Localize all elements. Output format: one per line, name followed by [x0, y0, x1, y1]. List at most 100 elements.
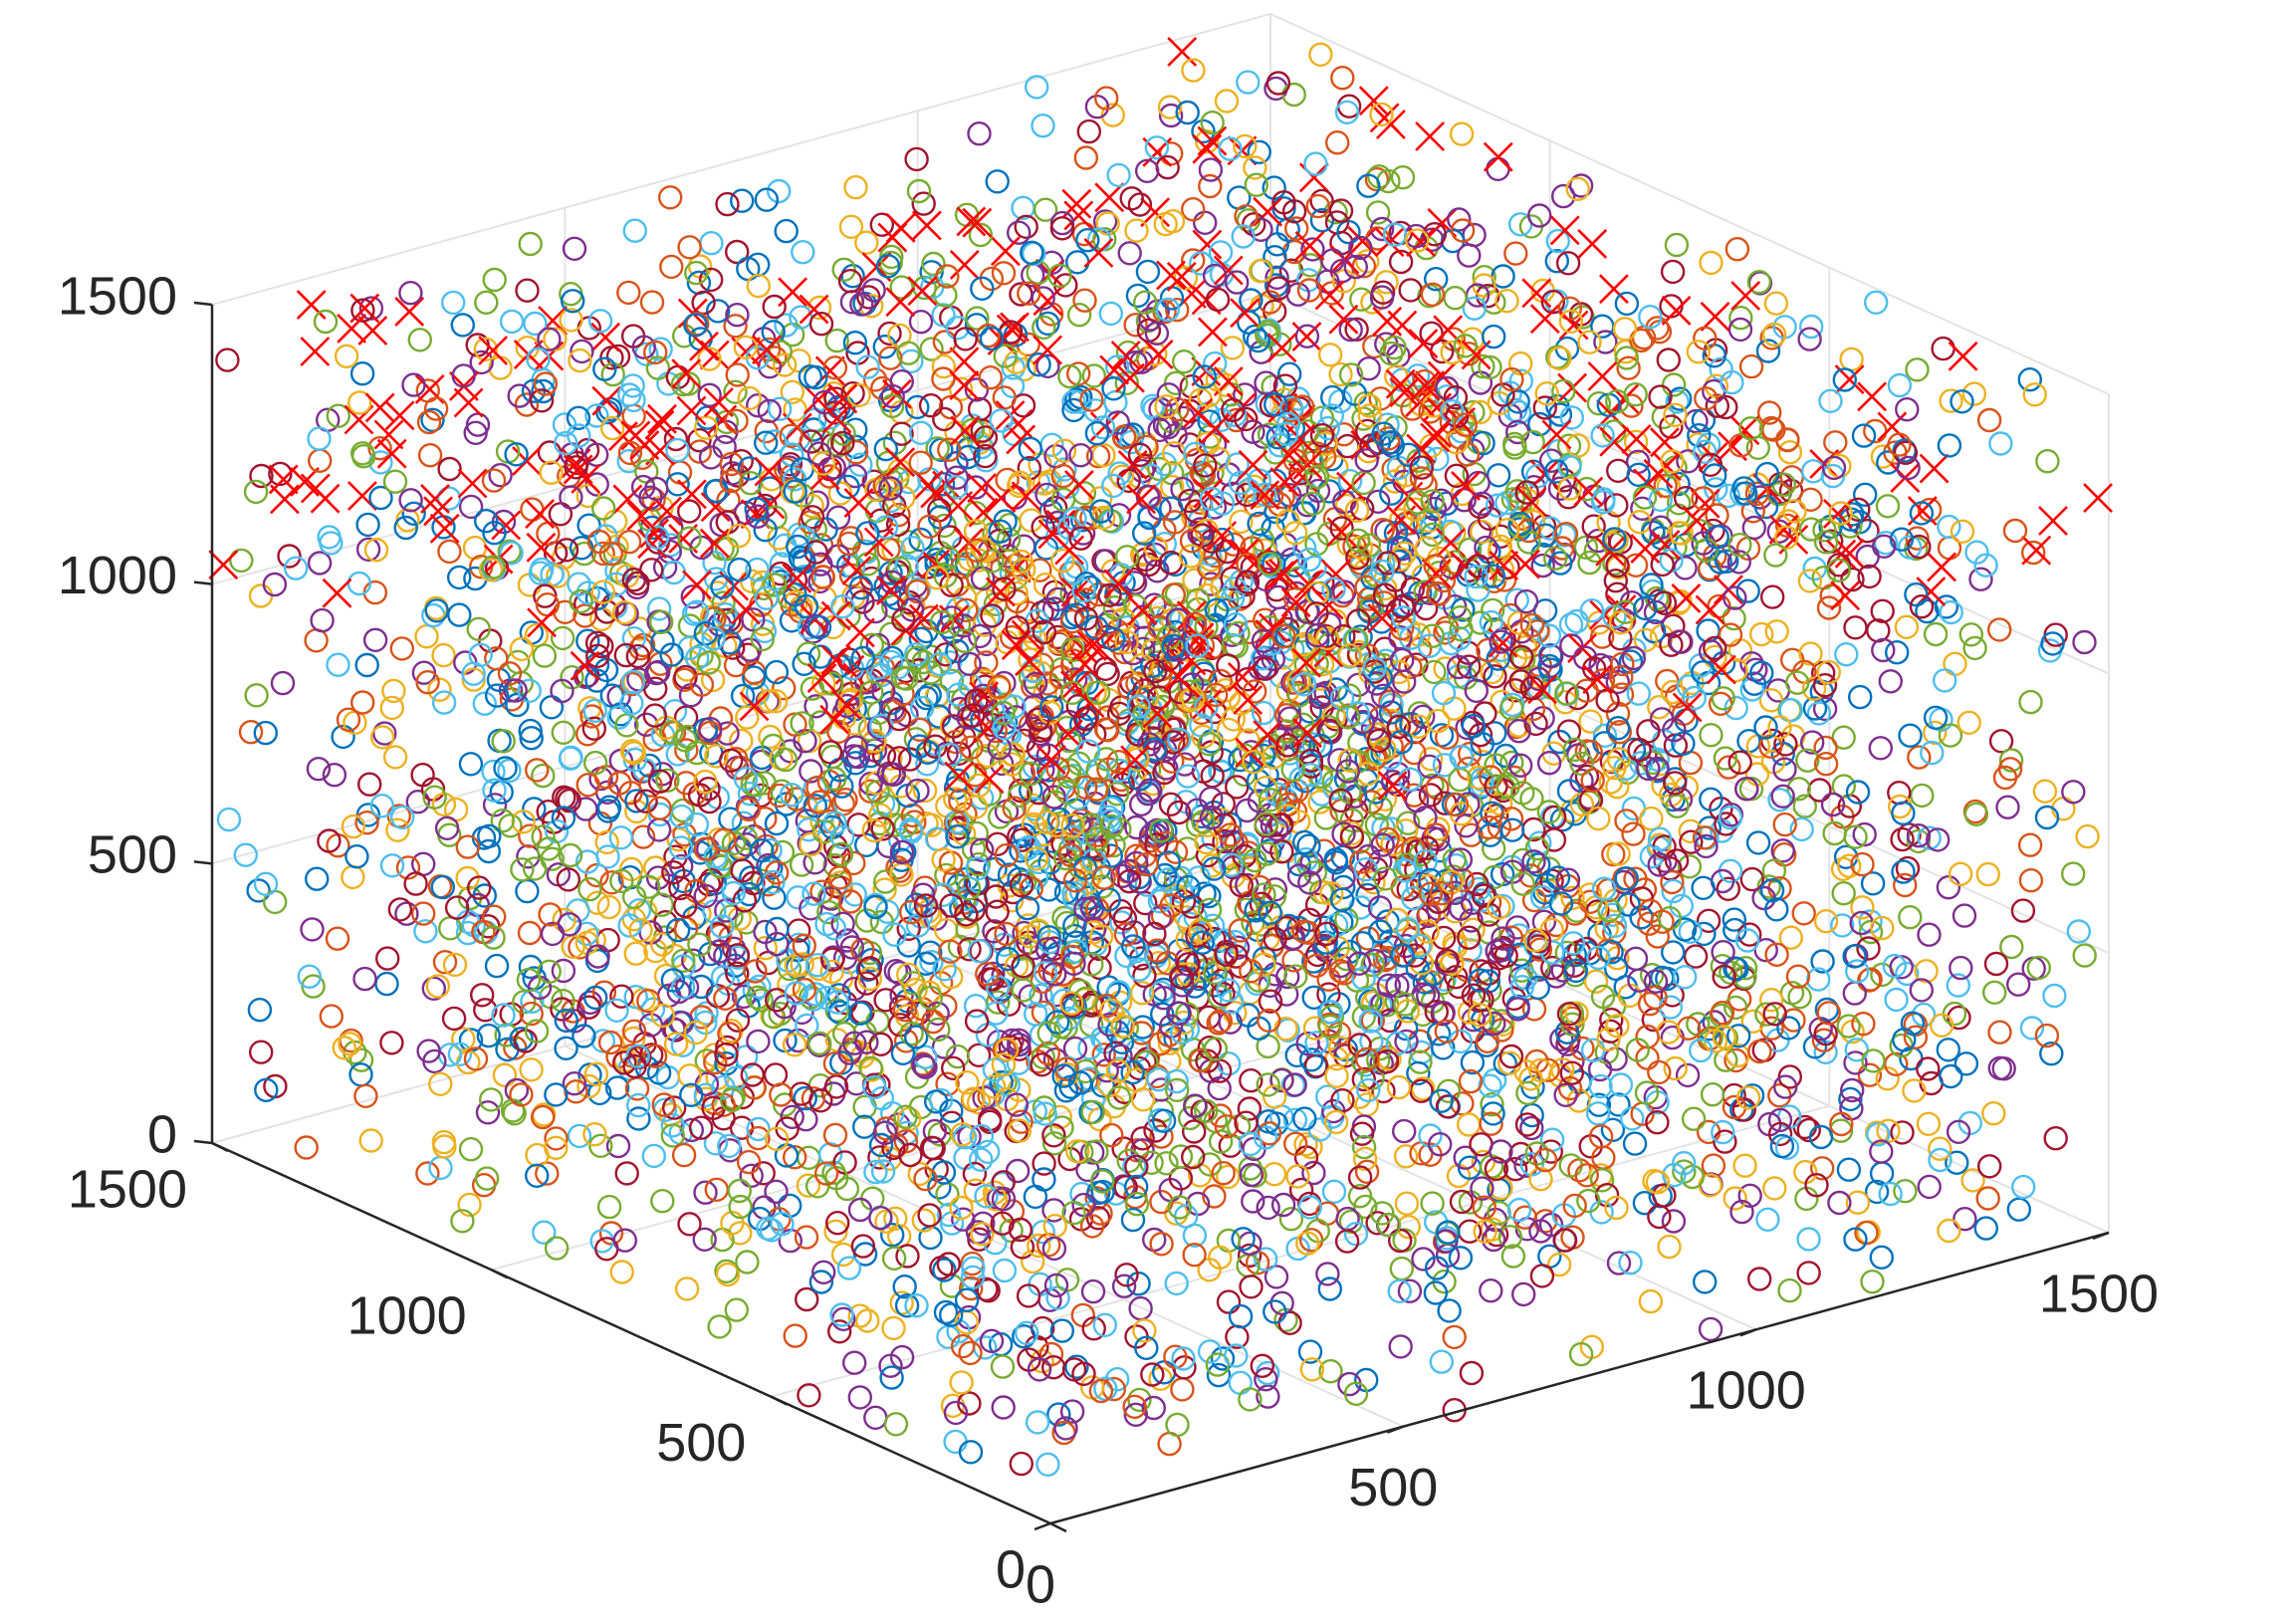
- circle-marker: [570, 339, 594, 364]
- circle-marker: [1660, 449, 1685, 474]
- circle-marker: [812, 389, 837, 415]
- circle-marker: [1296, 278, 1322, 303]
- circle-marker: [317, 828, 342, 853]
- circle-marker: [1863, 290, 1889, 315]
- circle-marker: [861, 278, 886, 303]
- circle-marker: [914, 951, 939, 976]
- circle-marker: [687, 783, 713, 808]
- circle-marker: [1391, 605, 1416, 630]
- circle-marker: [746, 1116, 771, 1142]
- circle-marker: [789, 852, 814, 877]
- circle-marker: [1309, 405, 1335, 430]
- cross-marker: [1389, 377, 1420, 408]
- cross-marker: [1103, 569, 1134, 599]
- circle-marker: [1259, 483, 1284, 509]
- circle-marker: [1905, 526, 1930, 551]
- circle-marker: [937, 437, 962, 462]
- circle-marker: [1154, 1151, 1179, 1176]
- circle-marker: [750, 570, 775, 595]
- circle-marker: [1282, 1107, 1308, 1133]
- circle-marker: [1681, 1106, 1707, 1131]
- circle-marker: [970, 276, 995, 301]
- circle-marker: [1916, 1111, 1942, 1137]
- circle-marker: [856, 285, 881, 310]
- circle-marker: [1263, 245, 1287, 270]
- circle-marker: [1869, 1139, 1894, 1164]
- circle-marker: [1558, 612, 1584, 637]
- circle-marker: [476, 1023, 501, 1048]
- circle-marker: [1443, 385, 1469, 410]
- circle-marker: [1271, 190, 1296, 215]
- circle-marker: [1643, 599, 1669, 625]
- circle-marker: [842, 331, 868, 355]
- circle-marker: [1566, 1088, 1592, 1113]
- circle-marker: [727, 1178, 752, 1204]
- circle-marker: [1792, 794, 1818, 818]
- cross-marker: [863, 527, 894, 558]
- circle-marker: [1590, 314, 1615, 339]
- circle-marker: [1082, 916, 1107, 941]
- circle-marker: [763, 573, 788, 597]
- circle-marker: [1627, 968, 1652, 993]
- circle-marker: [1203, 973, 1228, 998]
- circle-marker: [1589, 1168, 1615, 1193]
- circle-marker: [1604, 493, 1629, 518]
- circle-marker: [1470, 1176, 1494, 1201]
- circle-marker: [849, 292, 874, 317]
- circle-marker: [1665, 389, 1690, 414]
- circle-marker: [1128, 946, 1154, 971]
- circle-marker: [870, 816, 895, 841]
- circle-marker: [662, 1095, 687, 1120]
- cross-marker: [1099, 354, 1130, 385]
- circle-marker: [680, 584, 705, 609]
- circle-marker: [1591, 876, 1617, 901]
- circle-marker: [831, 257, 856, 282]
- circle-marker: [1457, 243, 1482, 268]
- circle-marker: [1559, 633, 1584, 658]
- circle-marker: [647, 769, 673, 794]
- circle-marker: [1068, 712, 1094, 737]
- circle-marker: [1686, 340, 1712, 364]
- circle-marker: [474, 1166, 500, 1191]
- circle-marker: [1558, 309, 1584, 334]
- circle-marker: [308, 448, 333, 473]
- cross-marker: [300, 337, 331, 366]
- circle-marker: [1836, 1157, 1862, 1182]
- circle-marker: [421, 976, 446, 1001]
- circle-marker: [604, 998, 629, 1023]
- cross-marker: [626, 501, 657, 532]
- circle-marker: [1753, 715, 1778, 740]
- circle-marker: [2018, 868, 2044, 893]
- cross-marker: [676, 479, 707, 510]
- circle-marker: [1609, 682, 1635, 707]
- circle-marker: [543, 327, 568, 351]
- circle-marker: [594, 599, 619, 624]
- circle-marker: [1554, 681, 1579, 706]
- circle-marker: [1458, 1068, 1484, 1094]
- circle-marker: [531, 1104, 556, 1130]
- circle-marker: [1166, 800, 1192, 825]
- circle-marker: [1033, 197, 1058, 222]
- circle-marker: [1351, 1066, 1377, 1092]
- circle-marker: [1177, 1105, 1203, 1131]
- circle-marker: [1638, 1288, 1664, 1314]
- circle-marker: [1375, 946, 1401, 971]
- circle-marker: [1519, 1115, 1544, 1141]
- circle-marker: [2075, 823, 2100, 849]
- circle-marker: [1382, 222, 1408, 247]
- circle-marker: [1144, 135, 1170, 160]
- circle-marker: [566, 405, 591, 430]
- circle-marker: [1109, 464, 1135, 489]
- circle-marker: [1057, 363, 1082, 389]
- circle-marker: [518, 718, 543, 744]
- circle-marker: [1826, 558, 1851, 582]
- circle-marker: [720, 461, 745, 486]
- circle-marker: [529, 388, 555, 413]
- circle-marker: [1593, 330, 1618, 354]
- circle-marker: [1917, 922, 1942, 947]
- circle-marker: [1060, 824, 1085, 849]
- circle-marker: [1342, 381, 1368, 406]
- circle-marker: [1605, 458, 1631, 483]
- circle-marker: [900, 536, 925, 561]
- circle-marker: [1663, 402, 1688, 427]
